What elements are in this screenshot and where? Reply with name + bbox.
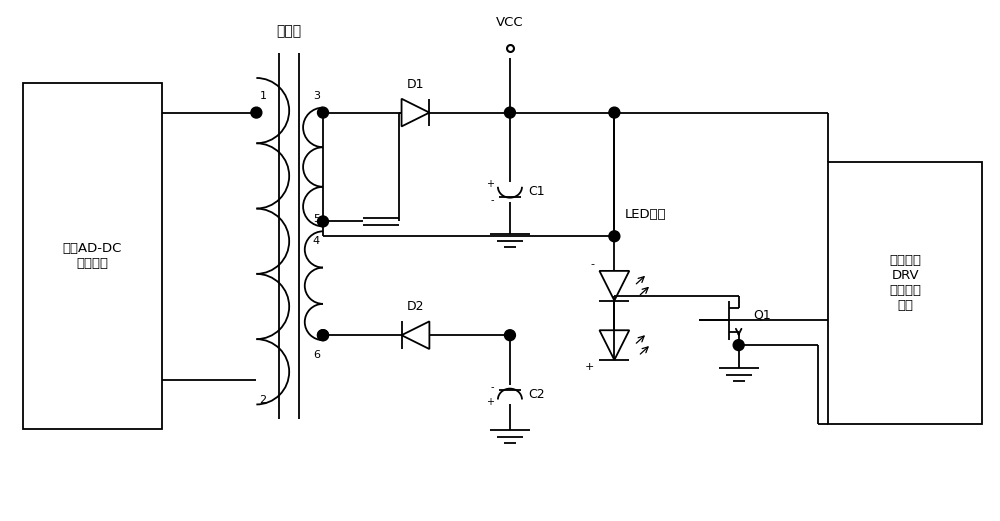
Text: +: +	[486, 398, 494, 407]
Text: C2: C2	[528, 388, 544, 401]
Circle shape	[318, 330, 328, 341]
Text: D1: D1	[407, 78, 424, 91]
Text: 变压器: 变压器	[277, 24, 302, 39]
Text: +: +	[486, 179, 494, 189]
Text: Q1: Q1	[754, 309, 771, 322]
Circle shape	[504, 107, 515, 118]
Circle shape	[318, 330, 328, 341]
Text: C1: C1	[528, 185, 544, 199]
Text: -: -	[491, 195, 494, 205]
Text: 背灯驱动
DRV
控制电路
模块: 背灯驱动 DRV 控制电路 模块	[889, 254, 921, 312]
Circle shape	[318, 107, 328, 118]
Circle shape	[318, 216, 328, 227]
Text: +: +	[585, 362, 594, 372]
Text: -: -	[590, 259, 594, 269]
Text: D2: D2	[407, 301, 424, 314]
Circle shape	[609, 107, 620, 118]
Text: 5: 5	[313, 214, 320, 225]
FancyBboxPatch shape	[828, 162, 982, 424]
Circle shape	[251, 107, 262, 118]
Circle shape	[609, 231, 620, 242]
Text: 初级AD-DC
控制模块: 初级AD-DC 控制模块	[63, 242, 122, 270]
Circle shape	[733, 340, 744, 351]
Text: 3: 3	[313, 91, 320, 101]
FancyBboxPatch shape	[23, 83, 162, 429]
Text: -: -	[491, 382, 494, 392]
Text: 4: 4	[313, 236, 320, 246]
Text: LED灯组: LED灯组	[624, 208, 666, 221]
Circle shape	[504, 330, 515, 341]
Text: VCC: VCC	[496, 16, 524, 29]
Text: 2: 2	[259, 394, 266, 404]
Text: 1: 1	[259, 91, 266, 101]
Text: 6: 6	[313, 350, 320, 360]
